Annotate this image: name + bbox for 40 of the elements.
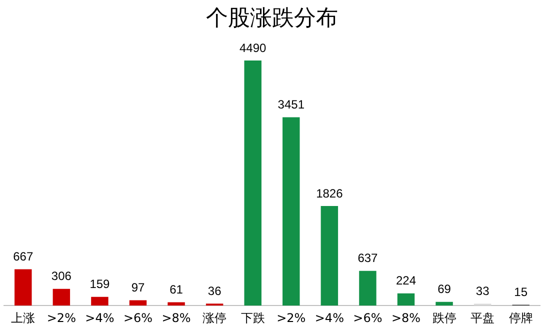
x-tick-label: >8% (162, 310, 191, 325)
data-label: 667 (13, 250, 34, 264)
x-tick-label: 平盘 (470, 310, 495, 325)
x-tick-label: 涨停 (202, 310, 227, 325)
data-label: 97 (131, 280, 145, 295)
x-tick-label: >8% (391, 310, 421, 325)
bar (52, 288, 70, 306)
bar (129, 300, 147, 306)
x-tick-label: 下跌 (240, 310, 265, 325)
data-label: 69 (438, 282, 452, 296)
x-tick-label: 跌停 (432, 310, 456, 325)
x-tick-label: >2% (46, 310, 76, 325)
x-tick-label: >6% (123, 310, 153, 325)
data-label: 224 (396, 274, 416, 288)
x-tick-label: >6% (353, 310, 382, 325)
chart-title: 个股涨跌分布 (205, 5, 339, 33)
x-tick-label: 停牌 (508, 310, 533, 325)
bar (282, 117, 300, 306)
bar (436, 302, 453, 306)
data-label: 61 (170, 282, 184, 297)
x-tick-label: >4% (85, 310, 114, 325)
data-label: 15 (514, 285, 528, 300)
x-tick-label: >2% (276, 310, 306, 325)
bar (320, 206, 338, 306)
data-label: 36 (208, 284, 222, 298)
data-label: 3451 (278, 98, 305, 112)
bar (168, 302, 185, 306)
bar (14, 269, 32, 306)
data-label: 637 (358, 251, 378, 266)
bar (91, 296, 108, 306)
x-tick-label: 上涨 (11, 310, 36, 325)
data-label: 33 (476, 284, 490, 298)
x-tick-label: >4% (314, 310, 344, 325)
bar (397, 293, 415, 306)
bar (244, 60, 262, 306)
bar (359, 270, 376, 306)
data-label: 1826 (316, 186, 344, 200)
data-label: 159 (90, 277, 110, 292)
data-label: 4490 (240, 40, 267, 55)
data-label: 306 (51, 269, 72, 284)
